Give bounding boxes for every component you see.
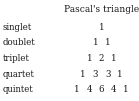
Text: doublet: doublet: [3, 38, 36, 47]
Text: 3: 3: [105, 70, 110, 79]
Text: 2: 2: [99, 54, 104, 63]
Text: quintet: quintet: [3, 85, 33, 94]
Text: Pascal's triangle: Pascal's triangle: [64, 5, 139, 14]
Text: 6: 6: [99, 85, 104, 94]
Text: 1: 1: [93, 38, 98, 47]
Text: quartet: quartet: [3, 70, 35, 79]
Text: 1: 1: [86, 54, 92, 63]
Text: 1: 1: [123, 85, 129, 94]
Text: 3: 3: [93, 70, 98, 79]
Text: triplet: triplet: [3, 54, 30, 63]
Text: 1: 1: [74, 85, 80, 94]
Text: singlet: singlet: [3, 23, 32, 32]
Text: 4: 4: [86, 85, 92, 94]
Text: 1: 1: [117, 70, 123, 79]
Text: 1: 1: [99, 23, 104, 32]
Text: 4: 4: [111, 85, 116, 94]
Text: 1: 1: [105, 38, 110, 47]
Text: 1: 1: [111, 54, 116, 63]
Text: 1: 1: [80, 70, 86, 79]
